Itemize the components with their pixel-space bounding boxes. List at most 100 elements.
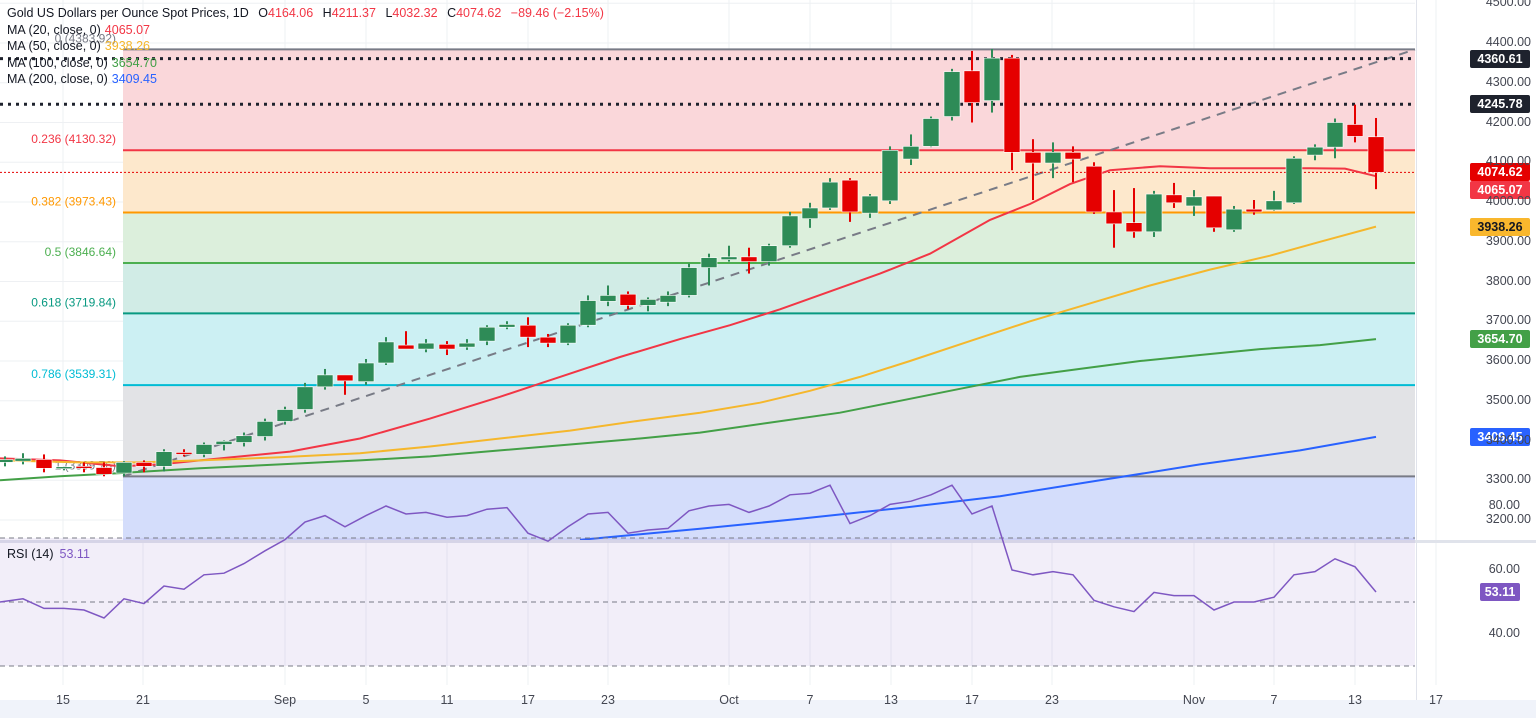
candle[interactable] [14,453,32,465]
candle[interactable] [1285,156,1303,204]
indicator-label: MA (100, close, 0) [7,55,108,70]
candle[interactable] [1367,117,1385,190]
candle[interactable] [841,178,859,222]
candle[interactable] [1225,205,1243,232]
candle[interactable] [1185,190,1203,216]
candle[interactable] [1306,144,1324,161]
candle[interactable] [781,211,799,248]
candle[interactable] [55,466,73,471]
candle[interactable] [740,247,758,274]
candle[interactable] [963,50,981,123]
candle[interactable] [1044,142,1062,179]
candle[interactable] [1346,104,1364,143]
candle[interactable] [680,263,698,298]
candle[interactable] [417,339,435,353]
candle[interactable] [1064,146,1082,183]
time-tick-label: Sep [273,693,297,707]
candle[interactable] [539,333,557,348]
candle[interactable] [983,48,1001,113]
candle[interactable] [801,202,819,228]
time-tick-label: 17 [1429,693,1443,707]
ma-line [0,338,1377,482]
candle[interactable] [215,440,233,451]
candle[interactable] [336,374,354,395]
candle[interactable] [1245,200,1263,215]
rsi-legend[interactable]: RSI (14) 53.11 [7,547,90,561]
candle[interactable] [881,146,899,204]
candle[interactable] [1105,190,1123,248]
candle[interactable] [276,406,294,425]
rsi-tick-label: 40.00 [1488,626,1520,640]
candle[interactable] [75,462,93,473]
moving-averages [0,165,1377,541]
candle[interactable] [639,297,657,312]
low-value: 4032.32 [392,6,438,20]
rsi-line [0,484,1377,619]
candle[interactable] [519,317,537,348]
ma-line [0,165,1377,468]
price-tag: 4065.07 [1470,181,1530,200]
candle[interactable] [760,243,778,266]
candle[interactable] [115,461,133,477]
candle[interactable] [700,253,718,286]
candle[interactable] [195,442,213,458]
candle[interactable] [1265,190,1283,211]
candle[interactable] [458,339,476,350]
candle[interactable] [1165,182,1183,208]
indicator-ma20[interactable]: MA (20, close, 0) 4065.07 [7,22,604,39]
price-tag: 4245.78 [1470,95,1530,114]
candle[interactable] [599,285,617,307]
indicator-ma50[interactable]: MA (50, close, 0) 3938.26 [7,38,604,55]
candle[interactable] [256,418,274,441]
indicator-ma100[interactable]: MA (100, close, 0) 3654.70 [7,55,604,72]
time-tick-label: 13 [884,693,898,707]
candle[interactable] [1085,162,1103,214]
candle[interactable] [498,321,516,330]
candle[interactable] [35,454,53,473]
candle[interactable] [1145,190,1163,237]
symbol-header[interactable]: Gold US Dollars per Ounce Spot Prices, 1… [7,5,604,22]
candle[interactable] [579,295,597,328]
candle[interactable] [619,291,637,310]
candle[interactable] [1024,139,1042,201]
candle[interactable] [175,449,193,457]
high-value: 4211.37 [331,6,376,20]
candle[interactable] [296,382,314,413]
time-tick-label: 17 [965,693,979,707]
indicator-ma200[interactable]: MA (200, close, 0) 3409.45 [7,71,604,88]
candle[interactable] [659,291,677,307]
candle[interactable] [316,368,334,390]
time-tick-label: 23 [601,693,615,707]
candle[interactable] [0,456,14,467]
high-label: H [322,6,332,20]
price-tick-label: 4100.00 [1485,154,1531,169]
candle[interactable] [902,134,920,166]
price-tick-label: 4400.00 [1485,35,1531,49]
time-tick-label: 5 [362,693,370,707]
candle[interactable] [861,194,879,218]
candle[interactable] [1003,54,1021,171]
candle[interactable] [922,116,940,148]
candle[interactable] [135,460,153,473]
candle[interactable] [1125,188,1143,238]
candle[interactable] [95,462,113,477]
candle[interactable] [377,337,395,365]
candle[interactable] [478,325,496,346]
candle[interactable] [720,245,738,262]
candle[interactable] [821,178,839,210]
candle[interactable] [357,359,375,385]
candle[interactable] [397,331,415,350]
candle[interactable] [1205,195,1223,232]
candle[interactable] [438,341,456,356]
indicator-label: MA (20, close, 0) [7,22,101,37]
candle[interactable] [559,323,577,346]
candle[interactable] [155,449,173,472]
symbol-title[interactable]: Gold US Dollars per Ounce Spot Prices, 1… [7,6,249,20]
candle[interactable] [1326,118,1344,159]
price-tag: 4074.62 [1470,163,1530,182]
candle[interactable] [235,432,253,447]
candle[interactable] [943,68,961,121]
price-tick-label: 4000.00 [1485,194,1531,208]
